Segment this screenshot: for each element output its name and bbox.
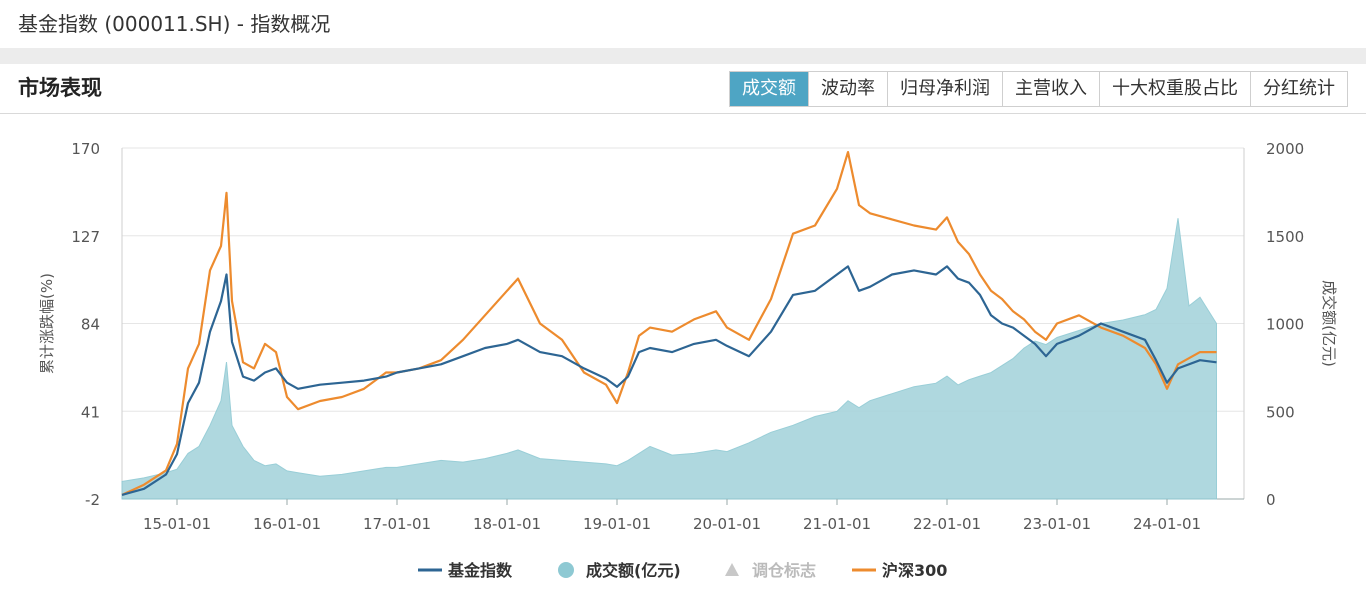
y-right-tick-label: 0	[1266, 491, 1276, 509]
tab-volatility[interactable]: 波动率	[808, 72, 887, 106]
y-left-tick-label: 41	[81, 403, 100, 421]
y-right-tick-label: 1500	[1266, 228, 1304, 246]
hs300-line-series	[121, 151, 1217, 496]
tab-top10-weight[interactable]: 十大权重股占比	[1099, 72, 1250, 106]
section-title: 市场表现	[18, 76, 102, 100]
legend-dot-swatch	[558, 562, 574, 578]
y-right-tick-label: 2000	[1266, 140, 1304, 158]
y-right-tick-label: 1000	[1266, 316, 1304, 334]
market-performance-chart: -2 41 84 127 170 0 500 1000 1500 2000 15-01-01 16-0…	[0, 115, 1366, 596]
y-left-axis-title: 累计涨跌幅(%)	[38, 273, 56, 374]
x-tick-label: 17-01-01	[363, 515, 431, 533]
y-left-tick-label: -2	[85, 491, 100, 509]
x-tick-label: 18-01-01	[473, 515, 541, 533]
legend-item-label: 沪深300	[882, 561, 947, 580]
legend-item-label: 成交额(亿元)	[586, 561, 681, 580]
x-tick-label: 16-01-01	[253, 515, 321, 533]
y-left-tick-label: 127	[71, 228, 100, 246]
x-tick-label: 24-01-01	[1133, 515, 1201, 533]
tab-bar: 成交额 波动率 归母净利润 主营收入 十大权重股占比 分红统计	[729, 71, 1348, 107]
page-title: 基金指数 (000011.SH) - 指数概况	[18, 12, 331, 36]
x-tick-label: 22-01-01	[913, 515, 981, 533]
tab-net-profit[interactable]: 归母净利润	[887, 72, 1002, 106]
x-tick-label: 15-01-01	[143, 515, 211, 533]
tab-turnover[interactable]: 成交额	[730, 72, 808, 106]
x-tick-label: 19-01-01	[583, 515, 651, 533]
x-tick-label: 20-01-01	[693, 515, 761, 533]
y-right-axis-title: 成交额(亿元)	[1320, 280, 1338, 367]
section-divider	[0, 48, 1366, 64]
tab-dividend-stats[interactable]: 分红统计	[1250, 72, 1347, 106]
y-right-tick-label: 500	[1266, 403, 1295, 421]
legend-item-label: 调仓标志	[752, 561, 816, 580]
x-tick-label: 23-01-01	[1023, 515, 1091, 533]
legend-item-label: 基金指数	[447, 561, 513, 580]
section-header: 市场表现 成交额 波动率 归母净利润 主营收入 十大权重股占比 分红统计	[0, 64, 1366, 114]
chart-svg: -2 41 84 127 170 0 500 1000 1500 2000 15-01-01 16-0…	[38, 140, 1338, 580]
x-tick-label: 21-01-01	[803, 515, 871, 533]
fund-index-line-series	[121, 265, 1217, 496]
tab-revenue[interactable]: 主营收入	[1002, 72, 1099, 106]
y-left-tick-label: 170	[71, 140, 100, 158]
turnover-area-series	[121, 218, 1217, 500]
legend-triangle-icon	[725, 563, 739, 576]
y-left-tick-label: 84	[81, 316, 100, 334]
